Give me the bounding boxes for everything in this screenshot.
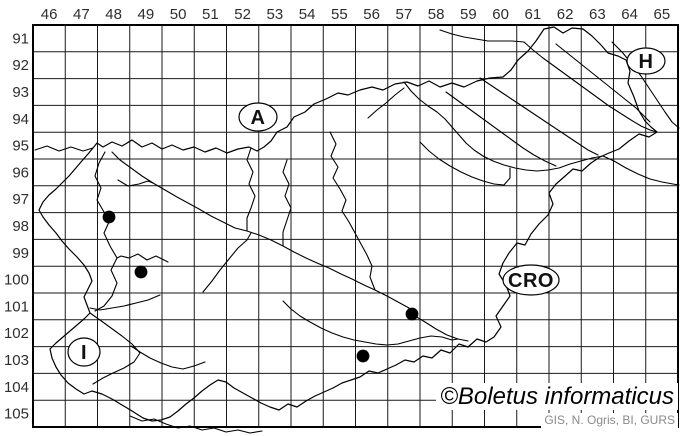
country-label-austria: A	[251, 107, 266, 129]
coastline-trieste	[89, 312, 141, 385]
axis-column-label: 57	[396, 6, 413, 23]
axis-column-label: 47	[73, 6, 90, 23]
river-vipava	[89, 294, 161, 311]
axis-row-label: 96	[12, 164, 29, 181]
axis-row-label: 94	[12, 111, 29, 128]
river-reka	[130, 345, 206, 370]
coastline-istria	[129, 415, 263, 434]
river-mura-austria	[439, 29, 525, 43]
country-ellipse-croatia	[502, 264, 560, 296]
axis-row-label: 101	[4, 298, 29, 315]
axis-column-label: 56	[363, 6, 380, 23]
axis-row-label: 104	[4, 379, 29, 396]
axis-column-label: 64	[621, 6, 638, 23]
river-scavnica	[479, 77, 599, 156]
river-soca	[94, 151, 118, 312]
axis-column-label: 59	[460, 6, 477, 23]
axis-column-label: 58	[428, 6, 445, 23]
copyright-text: ©Boletus informaticus	[436, 383, 678, 410]
axis-row-label: 103	[4, 352, 29, 369]
axis-row-label: 92	[12, 57, 29, 74]
axis-row-label: 95	[12, 138, 29, 155]
axis-row-label: 100	[4, 272, 29, 289]
axis-row-label: 97	[12, 191, 29, 208]
river-sava-bohinjka	[117, 179, 154, 187]
axis-column-label: 50	[170, 6, 187, 23]
axis-column-label: 51	[202, 6, 219, 23]
axis-column-label: 63	[589, 6, 606, 23]
axis-column-label: 61	[525, 6, 542, 23]
country-ellipse-hungary	[626, 47, 666, 75]
axis-labels: 46 47 48 49 50 51 52 53 54 55 56 57 58 59 60 61 62 63 64 65…	[4, 6, 670, 423]
river-hungary	[611, 41, 680, 129]
river-idrijca	[116, 253, 169, 263]
river-pesnica	[445, 91, 557, 167]
river-krka	[282, 300, 459, 346]
occurrence-dot	[405, 307, 419, 321]
axis-column-label: 48	[105, 6, 122, 23]
attribution-text: GIS, N. Ogris, BI, GURS	[541, 413, 678, 428]
country-label-hungary: H	[639, 51, 654, 73]
occurrence-dot	[102, 210, 116, 224]
axis-row-label: 93	[12, 84, 29, 101]
river-meza	[367, 87, 405, 119]
axis-column-label: 52	[234, 6, 251, 23]
river-dravinja	[419, 141, 511, 186]
river-savinja	[329, 131, 376, 291]
axis-column-label: 49	[138, 6, 155, 23]
river-ledava	[555, 43, 651, 123]
axis-column-label: 46	[41, 6, 58, 23]
axis-column-label: 53	[267, 6, 284, 23]
axis-column-label: 62	[557, 6, 574, 23]
occurrence-dots	[102, 210, 419, 363]
country-ellipse-italy	[67, 337, 101, 367]
axis-row-label: 98	[12, 218, 29, 235]
axis-column-label: 60	[492, 6, 509, 23]
river-italy-north	[34, 145, 94, 152]
occurrence-dot	[134, 265, 148, 279]
country-label-croatia: CRO	[508, 270, 554, 292]
occurrence-dot	[356, 349, 370, 363]
axis-column-label: 54	[299, 6, 316, 23]
grid-frame	[32, 24, 679, 428]
axis-row-label: 99	[12, 245, 29, 262]
river-mura	[523, 41, 658, 133]
axis-row-label: 102	[4, 325, 29, 342]
slovenia-map-drawing	[34, 26, 680, 434]
river-ljubljanica	[202, 232, 252, 293]
axis-column-label: 65	[654, 6, 671, 23]
axis-row-label: 91	[12, 30, 29, 47]
country-ellipse-austria	[238, 102, 278, 132]
axis-row-label: 105	[4, 406, 29, 423]
country-labels: A H CRO I	[67, 47, 666, 367]
river-kamniska-bistrica	[282, 159, 292, 247]
river-kokra	[246, 147, 256, 232]
country-label-italy: I	[81, 342, 87, 364]
border-slovenia	[38, 26, 658, 422]
axis-column-label: 55	[331, 6, 348, 23]
river-drava	[403, 81, 680, 186]
